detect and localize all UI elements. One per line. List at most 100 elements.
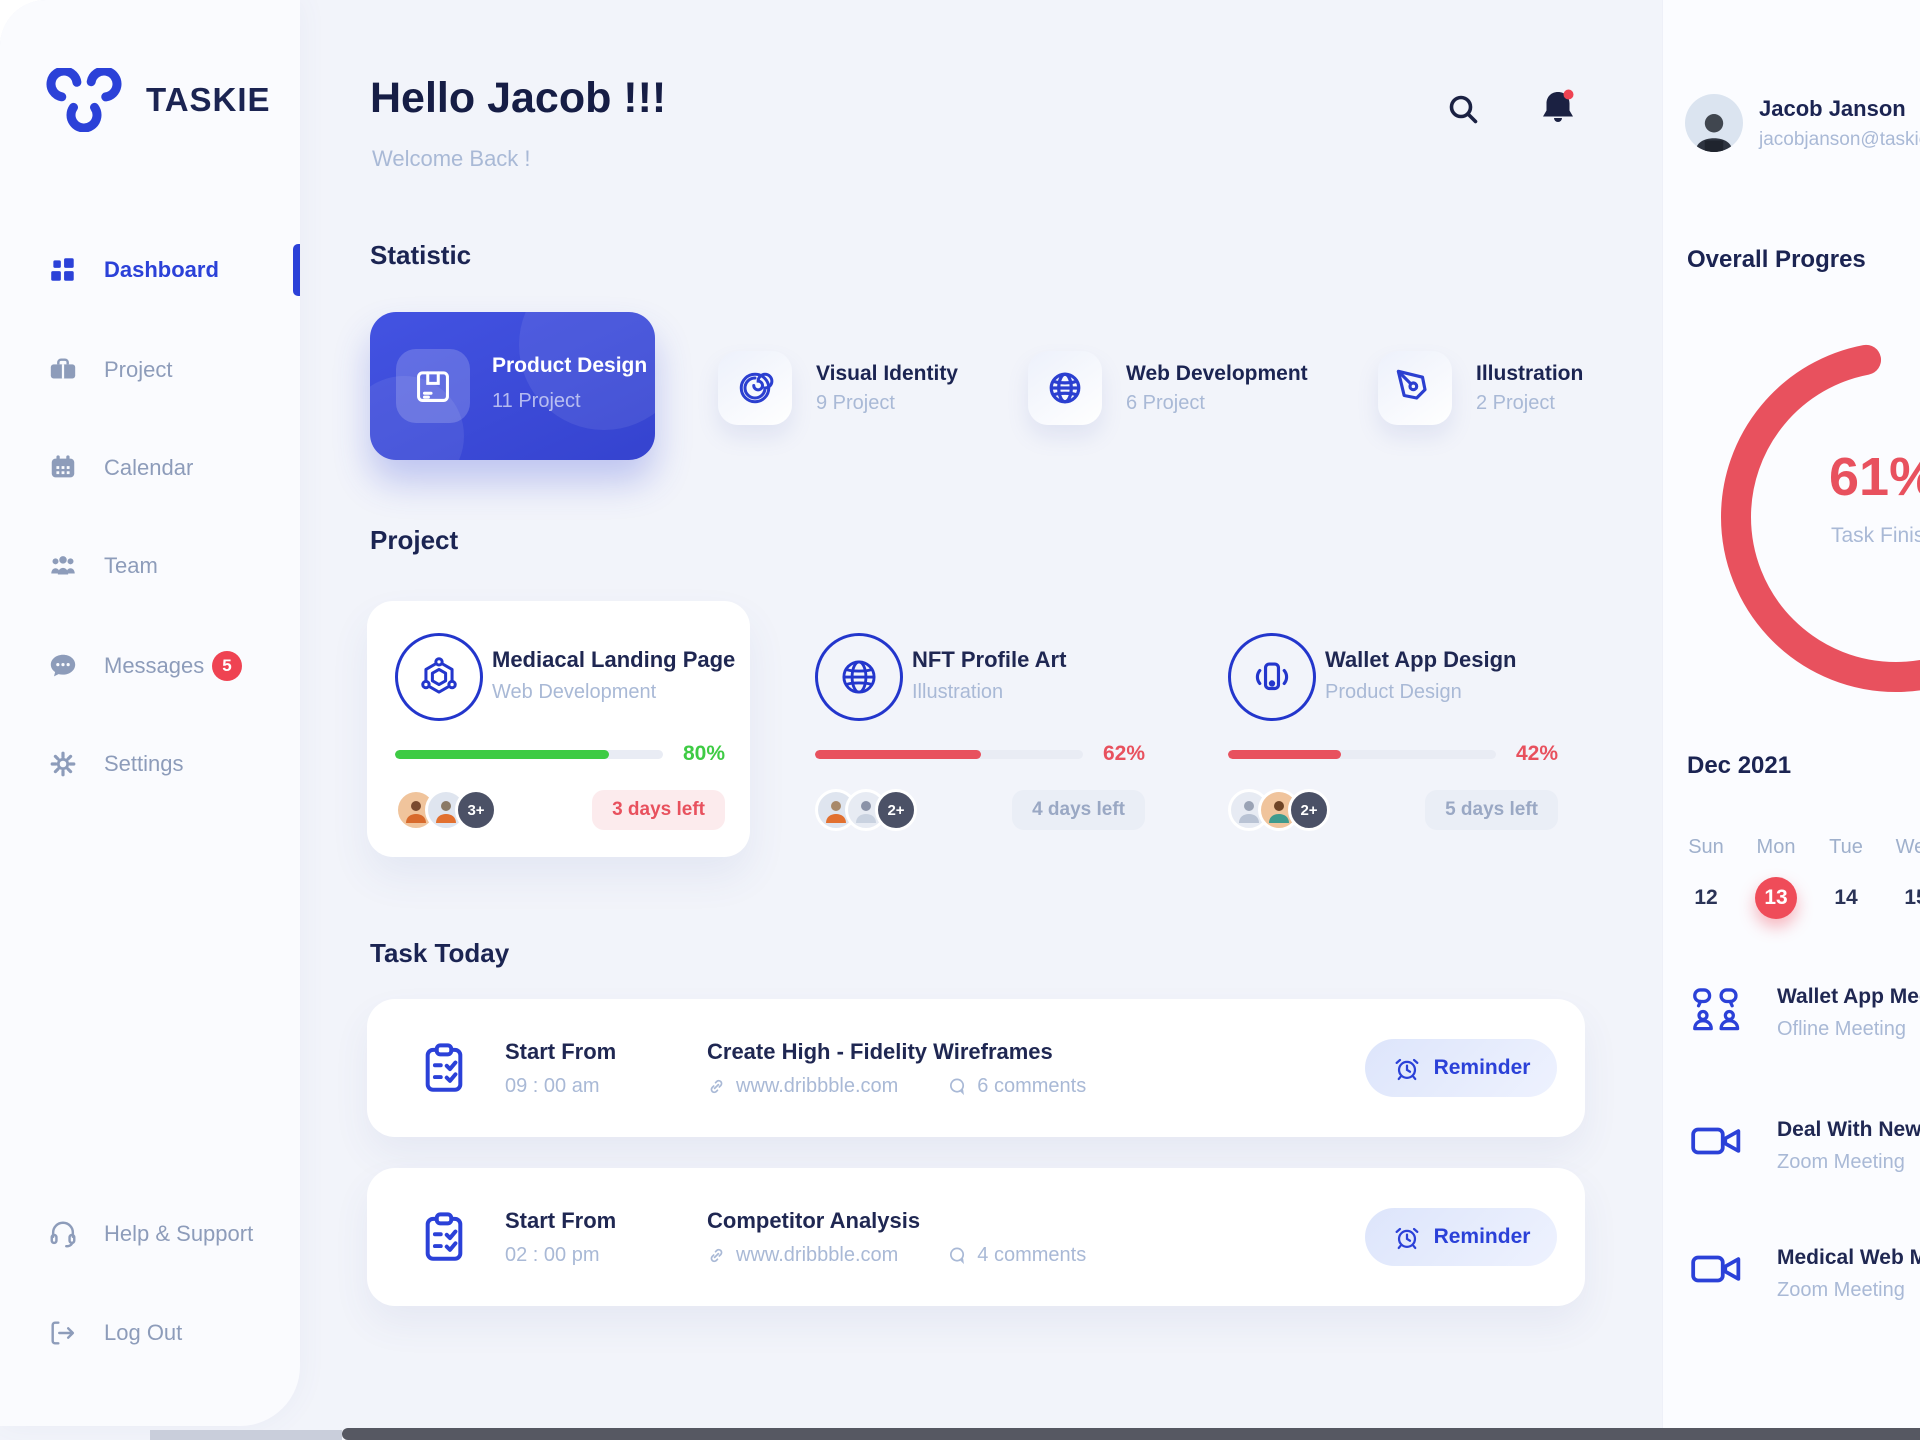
- days-left-badge: 3 days left: [592, 790, 725, 830]
- user-profile[interactable]: Jacob Janson jacobjanson@taskie.com: [1685, 94, 1920, 152]
- project-card-wallet-app-design[interactable]: Wallet App Design Product Design 42% 2+ …: [1200, 601, 1583, 857]
- sidebar-item-label: Messages: [104, 653, 205, 678]
- reminder-label: Reminder: [1433, 1056, 1531, 1079]
- reminder-button[interactable]: Reminder: [1365, 1039, 1557, 1097]
- stat-icon-tile: [718, 351, 792, 425]
- avatar: [1685, 94, 1743, 152]
- calendar-day-header: Wed: [1895, 836, 1920, 858]
- video-camera-icon: [1691, 1127, 1741, 1155]
- globe-icon: [842, 660, 876, 694]
- project-heading: Project: [370, 525, 459, 555]
- page-title: Hello Jacob !!!: [370, 74, 667, 122]
- task-title: Create High - Fidelity Wireframes: [707, 1038, 1053, 1064]
- video-camera-icon: [1691, 1255, 1741, 1283]
- schedule-subtitle: Ofline Meeting: [1777, 1018, 1906, 1040]
- sidebar-item-label: Settings: [104, 751, 184, 776]
- stat-card-product-design[interactable]: Product Design 11 Project: [370, 312, 655, 460]
- bell-icon: [1543, 89, 1574, 122]
- sidebar-item-messages[interactable]: Messages 5: [0, 638, 300, 694]
- sidebar-item-label: Help & Support: [104, 1221, 254, 1246]
- project-title: NFT Profile Art: [912, 647, 1067, 672]
- reminder-button[interactable]: Reminder: [1365, 1208, 1557, 1266]
- schedule-item[interactable]: Medical Web Meeting Zoom Meeting: [1689, 1246, 1920, 1302]
- notifications-button[interactable]: [1534, 84, 1582, 137]
- sidebar-item-settings[interactable]: Settings: [0, 736, 300, 792]
- calendar-month: Dec 2021: [1687, 752, 1792, 779]
- calendar-day-header: Mon: [1756, 836, 1796, 858]
- search-button[interactable]: [1442, 88, 1486, 137]
- link-icon: [710, 1079, 723, 1093]
- project-icon-circle: [395, 633, 483, 721]
- logout-icon: [51, 1321, 75, 1345]
- comment-icon: [950, 1078, 965, 1095]
- welcome-subtitle: Welcome Back !: [372, 146, 531, 171]
- sidebar-item-logout[interactable]: Log Out: [0, 1305, 300, 1361]
- dashboard-grid-icon: [51, 258, 74, 281]
- project-icon-circle: [1228, 633, 1316, 721]
- sidebar-item-dashboard[interactable]: Dashboard: [0, 242, 300, 298]
- schedule-item[interactable]: Wallet App Meeting Ofline Meeting: [1689, 985, 1920, 1041]
- calendar-date-selected[interactable]: 13: [1741, 876, 1811, 920]
- sidebar-item-calendar[interactable]: Calendar: [0, 440, 300, 496]
- project-category: Product Design: [1325, 681, 1462, 703]
- logo: TASKIE: [46, 68, 271, 132]
- project-icon-circle: [815, 633, 903, 721]
- avatar-more-count: 3+: [455, 789, 497, 831]
- active-nav-indicator: [293, 244, 300, 296]
- project-category: Web Development: [492, 681, 657, 703]
- member-avatars: 2+: [1228, 789, 1330, 831]
- project-category: Illustration: [912, 681, 1004, 703]
- calendar-date[interactable]: 15: [1904, 886, 1920, 909]
- schedule-title: Wallet App Meeting: [1777, 985, 1920, 1008]
- sidebar-item-label: Calendar: [104, 455, 194, 480]
- avatar-more-count: 2+: [875, 789, 917, 831]
- task-today-heading: Task Today: [370, 938, 510, 968]
- sidebar-item-team[interactable]: Team: [0, 538, 300, 594]
- task-link[interactable]: www.dribbble.com: [736, 1243, 899, 1266]
- progress-percent: 80%: [683, 742, 726, 765]
- task-row[interactable]: Start From 09 : 00 am Create High - Fide…: [367, 999, 1585, 1137]
- progress-percent: 42%: [1516, 742, 1559, 765]
- schedule-item[interactable]: Deal With New Zoom Meeting: [1689, 1118, 1920, 1174]
- task-comments: 6 comments: [977, 1074, 1087, 1097]
- calendar-date[interactable]: 12: [1694, 886, 1718, 909]
- statistic-heading: Statistic: [370, 240, 472, 270]
- stat-card-illustration[interactable]: Illustration 2 Project: [1378, 350, 1583, 426]
- sidebar-item-label: Project: [104, 357, 173, 382]
- stat-title: Visual Identity: [816, 361, 958, 385]
- link-icon: [710, 1248, 723, 1262]
- stat-title: Illustration: [1476, 361, 1584, 385]
- avatar-more-count: 2+: [1288, 789, 1330, 831]
- chat-bubble-icon: [50, 654, 76, 677]
- schedule-title: Deal With New: [1777, 1118, 1920, 1141]
- project-card-nft-profile-art[interactable]: NFT Profile Art Illustration 62% 2+ 4 da…: [787, 601, 1170, 857]
- stat-title: Web Development: [1126, 361, 1308, 385]
- stat-card-web-development[interactable]: Web Development 6 Project: [1028, 350, 1308, 426]
- package-icon: [417, 371, 449, 402]
- task-row[interactable]: Start From 02 : 00 pm Competitor Analysi…: [367, 1168, 1585, 1306]
- progress-track: [1228, 749, 1496, 759]
- app-name: TASKIE: [146, 81, 271, 118]
- overall-progress-heading: Overall Progres: [1687, 246, 1866, 273]
- task-comments: 4 comments: [977, 1243, 1087, 1266]
- task-start-label: Start From: [505, 1038, 617, 1064]
- task-link[interactable]: www.dribbble.com: [736, 1074, 899, 1097]
- task-title: Competitor Analysis: [707, 1207, 921, 1233]
- sidebar-item-project[interactable]: Project: [0, 342, 300, 398]
- sidebar-item-help-support[interactable]: Help & Support: [0, 1206, 300, 1262]
- task-time: 02 : 00 pm: [505, 1243, 600, 1266]
- task-time: 09 : 00 am: [505, 1074, 600, 1097]
- stat-icon-tile: [1028, 351, 1102, 425]
- schedule-title: Medical Web Meeting: [1777, 1246, 1920, 1269]
- sidebar-item-label: Team: [104, 553, 158, 578]
- profile-name: Jacob Janson: [1759, 95, 1906, 121]
- stat-icon-tile: [396, 349, 470, 423]
- selected-date-circle: 13: [1755, 877, 1797, 919]
- calendar-date[interactable]: 14: [1834, 886, 1858, 909]
- member-avatars: 3+: [395, 789, 497, 831]
- stat-card-visual-identity[interactable]: Visual Identity 9 Project: [718, 350, 958, 426]
- search-icon: [1449, 95, 1478, 124]
- project-card-mediacal-landing-page[interactable]: Mediacal Landing Page Web Development 80…: [367, 601, 750, 857]
- comment-icon: [950, 1247, 965, 1264]
- task-start-label: Start From: [505, 1207, 617, 1233]
